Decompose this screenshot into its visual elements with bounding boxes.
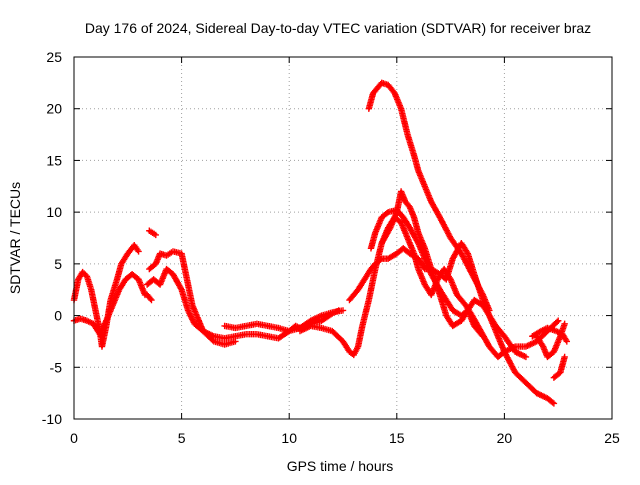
data-point [553,318,561,326]
series-trace-7 [221,307,347,335]
data-point [555,317,562,324]
series-trace-12 [365,79,493,314]
series-trace-11 [378,188,487,340]
series-trace-14 [550,353,568,381]
series-trace-2 [70,271,149,338]
data-point [486,307,493,314]
data-markers [70,79,571,407]
chart-title: Day 176 of 2024, Sidereal Day-to-day VTE… [85,20,591,36]
x-axis-label: GPS time / hours [287,458,394,474]
data-point [561,320,568,328]
series-trace-13 [533,320,568,361]
data-point [386,225,393,233]
axis-ticks: 0 5 10 15 20 25 -10 -5 0 5 10 15 20 25 [42,49,620,446]
y-axis-label: SDTVAR / TECUs [7,182,23,294]
x-tick-label: 25 [604,430,620,446]
data-point [550,400,558,407]
x-tick-label: 0 [70,430,78,446]
data-point [147,295,154,302]
y-tick-label: 20 [46,101,62,117]
data-point [148,296,155,304]
y-tick-label: 0 [54,308,62,324]
data-point [377,256,384,263]
data-point [232,338,239,345]
plot-frame [73,56,613,420]
y-tick-label: 25 [46,49,62,65]
x-tick-label: 15 [389,430,405,446]
data-point [522,353,530,361]
data-point [152,231,159,239]
y-tick-label: -5 [50,359,63,375]
y-tick-label: 10 [46,204,62,220]
data-point [479,333,487,340]
data-point [478,331,486,339]
data-point [549,399,556,406]
series-trace-4 [143,265,239,348]
y-tick-label: 5 [54,256,62,272]
x-tick-label: 5 [178,430,186,446]
x-tick-label: 10 [281,430,297,446]
data-point [339,307,347,314]
series-trace-15 [529,324,571,345]
y-tick-label: 15 [46,152,62,168]
data-point [561,353,568,361]
data-point [177,285,185,292]
data-point [135,248,142,255]
data-point [563,338,571,345]
series-trace-6 [143,291,155,304]
grid-lines [74,57,612,419]
y-tick-label: -10 [42,411,62,427]
x-tick-label: 20 [497,430,513,446]
series-trace-5 [146,227,159,239]
